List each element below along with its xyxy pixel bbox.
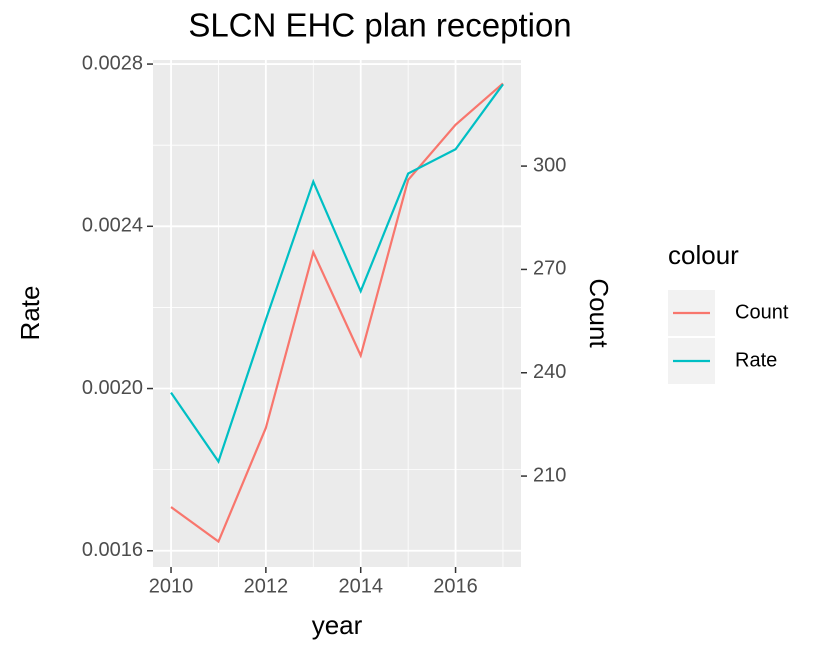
chart-title: SLCN EHC plan reception (188, 7, 571, 44)
y-axis-title: Rate (15, 286, 45, 341)
legend-title: colour (668, 240, 739, 270)
x-tick-label: 2016 (433, 575, 478, 597)
line (170, 82, 504, 544)
y2-tick-label: 210 (533, 464, 566, 486)
y-tick-label: 0.0028 (82, 52, 143, 74)
y-tick-label: 0.0024 (82, 215, 143, 237)
y2-tick-label: 240 (533, 361, 566, 383)
x-tick-label: 2010 (149, 575, 194, 597)
line (170, 83, 504, 464)
y2-axis-title: Count (584, 278, 614, 348)
y2-tick-label: 300 (533, 154, 566, 176)
legend-label: Rate (735, 349, 777, 371)
y-tick-label: 0.0020 (82, 377, 143, 399)
x-tick-label: 2014 (338, 575, 383, 597)
y-tick-label: 0.0016 (82, 539, 143, 561)
x-tick-label: 2012 (244, 575, 289, 597)
x-axis-title: year (312, 610, 363, 640)
y2-tick-label: 270 (533, 258, 566, 280)
legend-label: Count (735, 301, 789, 323)
